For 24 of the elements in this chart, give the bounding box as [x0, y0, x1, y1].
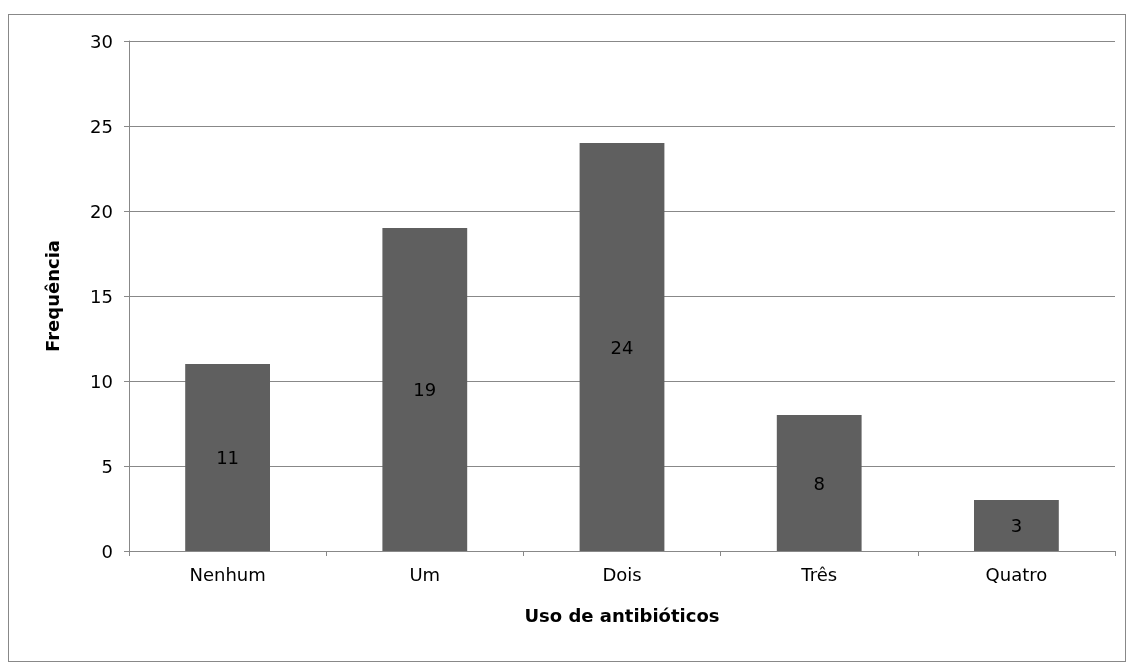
x-tick-label: Nenhum	[189, 563, 266, 585]
data-label: 24	[610, 336, 634, 358]
data-label: 19	[413, 379, 437, 400]
x-tick-label: Três	[800, 563, 838, 585]
bar	[776, 415, 862, 551]
x-tick-label: Dois	[602, 563, 642, 585]
y-tick-label: 15	[90, 285, 113, 307]
y-tick-label: 10	[90, 370, 113, 392]
bar	[185, 364, 270, 551]
bar	[579, 143, 665, 551]
y-tick-label: 20	[90, 200, 113, 222]
y-tick-label: 5	[101, 455, 113, 477]
data-label: 8	[813, 472, 825, 494]
bar	[382, 228, 468, 551]
data-label: 11	[216, 447, 240, 468]
x-tick-label: Quatro	[985, 563, 1048, 585]
y-tick-label: 0	[101, 540, 113, 562]
x-axis-title: Uso de antibióticos	[524, 604, 720, 626]
x-tick-label: Um	[409, 563, 441, 585]
data-label: 3	[1010, 515, 1023, 536]
y-tick-label: 25	[90, 115, 113, 137]
bar	[974, 500, 1059, 551]
y-tick-label: 30	[90, 30, 113, 52]
y-axis-title: Frequência	[41, 240, 63, 352]
